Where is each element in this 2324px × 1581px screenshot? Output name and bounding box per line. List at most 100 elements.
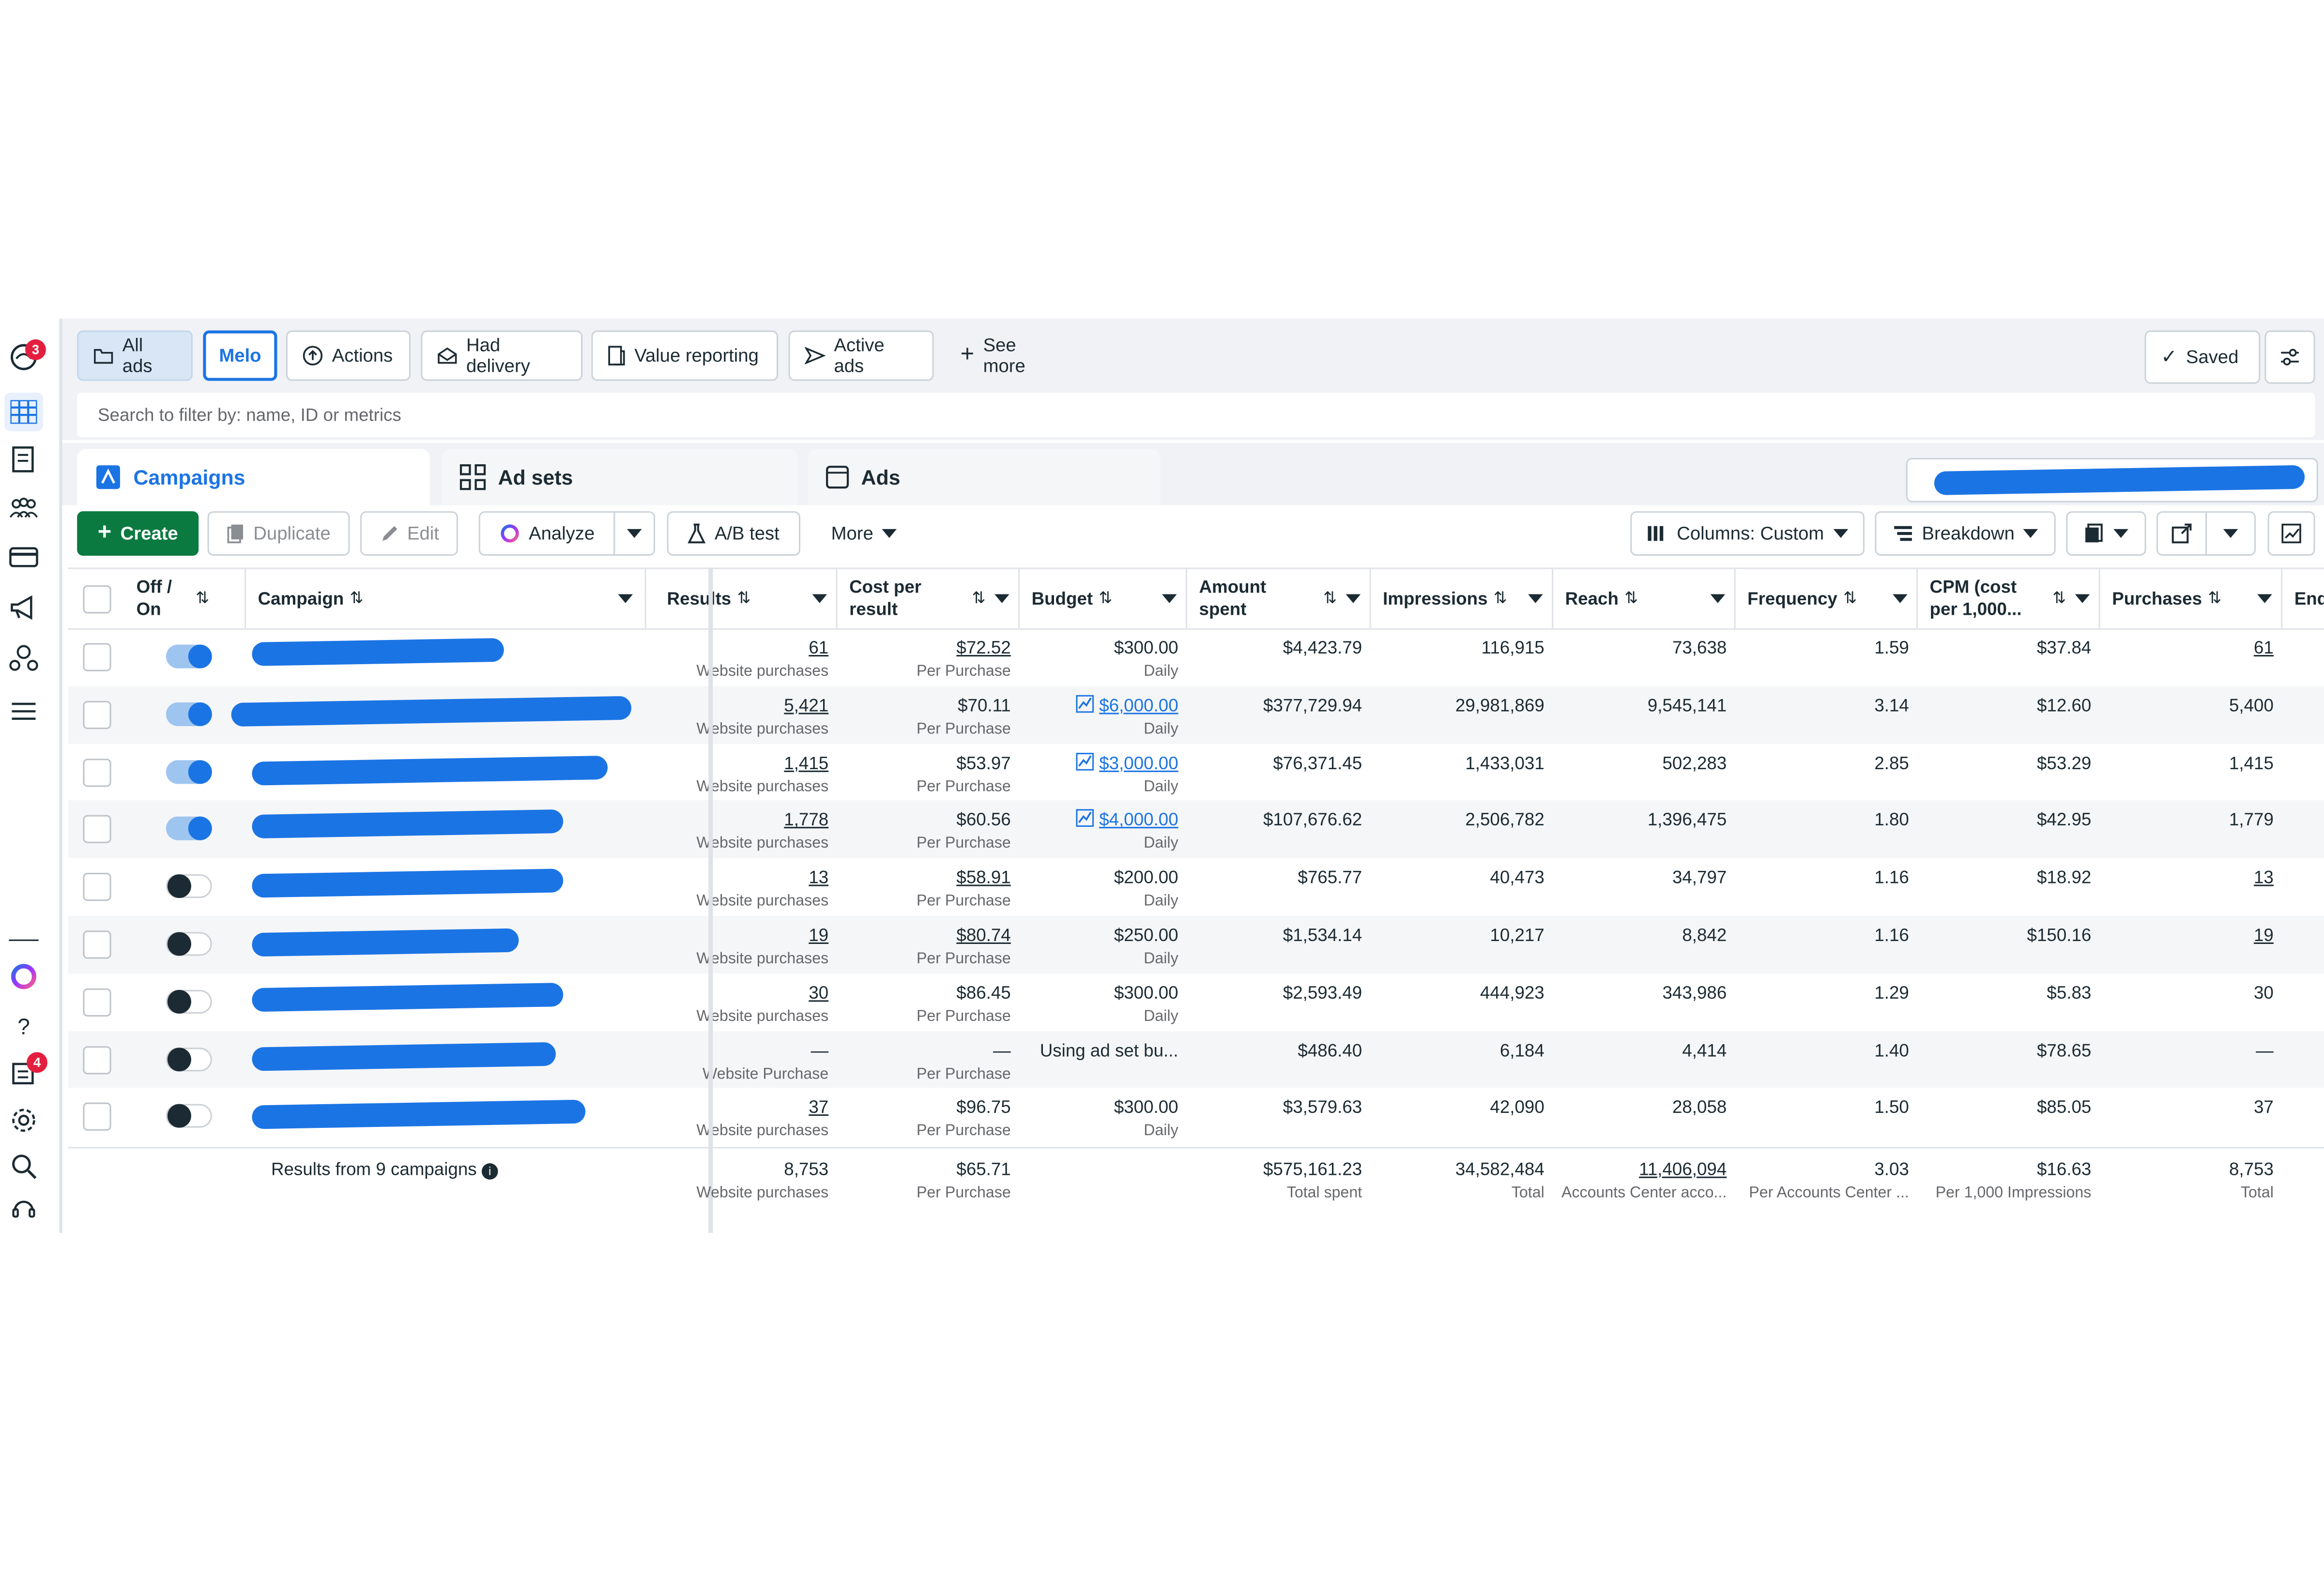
meta-ai-icon[interactable]	[7, 960, 40, 993]
campaign-toggle[interactable]	[166, 702, 212, 726]
menu-icon[interactable]	[7, 695, 40, 728]
help-icon[interactable]: ?	[17, 1014, 30, 1040]
chevron-down-icon[interactable]	[1345, 594, 1361, 603]
total-reach[interactable]: 11,406,094	[1639, 1158, 1727, 1180]
row-checkbox[interactable]	[83, 643, 111, 671]
analyze-button[interactable]: Analyze	[478, 511, 615, 556]
results-value[interactable]: 1,415	[784, 752, 829, 773]
sort-icon[interactable]: ⇅	[972, 589, 986, 607]
table-row[interactable]: 37 Website purchases $96.75 Per Purchase $30…	[68, 1088, 2324, 1146]
export-dropdown-button[interactable]	[2205, 511, 2256, 556]
sort-icon[interactable]: ⇅	[1099, 589, 1113, 607]
results-value[interactable]: 37	[809, 1097, 829, 1118]
results-value[interactable]: 61	[809, 637, 829, 658]
column-header-purchases[interactable]: Purchases ⇅	[2100, 569, 2283, 628]
table-row[interactable]: — Website Purchase — Per Purchase Using ad s…	[68, 1031, 2324, 1089]
campaign-toggle[interactable]	[166, 644, 212, 669]
create-button[interactable]: + Create	[77, 511, 199, 556]
column-header-campaign[interactable]: Campaign ⇅	[246, 569, 646, 628]
events-manager-icon[interactable]	[7, 641, 40, 674]
sort-icon[interactable]: ⇅	[1624, 589, 1638, 607]
sort-icon[interactable]: ⇅	[1493, 589, 1508, 607]
saved-button[interactable]: ✓ Saved	[2144, 330, 2261, 384]
audiences-icon[interactable]	[7, 492, 40, 524]
select-all-checkbox[interactable]	[83, 585, 111, 614]
table-row[interactable]: 5,421 Website purchases $70.11 Per Purchase…	[68, 685, 2324, 744]
chevron-down-icon[interactable]	[1528, 594, 1543, 603]
filter-value-reporting[interactable]: Value reporting	[591, 330, 779, 381]
sort-icon[interactable]: ⇅	[1323, 589, 1337, 607]
duplicate-button[interactable]: Duplicate	[207, 511, 350, 556]
column-header-frequency[interactable]: Frequency ⇅	[1736, 569, 1918, 628]
date-range-picker[interactable]	[1906, 457, 2318, 502]
filter-had-delivery[interactable]: Had delivery	[421, 330, 583, 381]
table-row[interactable]: 13 Website purchases $58.91 Per Purchase $20…	[68, 858, 2324, 916]
row-checkbox[interactable]	[83, 815, 111, 844]
table-row[interactable]: 1,778 Website purchases $60.56 Per Purchase…	[68, 801, 2324, 859]
export-button[interactable]	[2156, 511, 2207, 556]
chevron-down-icon[interactable]	[2257, 594, 2272, 603]
table-row[interactable]: 1,415 Website purchases $53.97 Per Purchase…	[68, 743, 2324, 801]
sort-icon[interactable]: ⇅	[196, 589, 210, 607]
row-checkbox[interactable]	[83, 988, 111, 1017]
chevron-down-icon[interactable]	[1893, 594, 1908, 603]
campaign-toggle[interactable]	[166, 1104, 212, 1128]
analyze-dropdown-button[interactable]	[613, 511, 656, 556]
sort-icon[interactable]: ⇅	[350, 589, 364, 607]
billing-card-icon[interactable]	[7, 541, 40, 573]
tab-ads[interactable]: Ads	[808, 449, 1161, 505]
megaphone-icon[interactable]	[7, 591, 40, 623]
column-header-impressions[interactable]: Impressions ⇅	[1371, 569, 1554, 628]
row-checkbox[interactable]	[83, 700, 111, 729]
pages-icon[interactable]	[7, 443, 40, 475]
results-value[interactable]: 30	[809, 982, 829, 1003]
tab-campaigns[interactable]: Campaigns	[77, 449, 430, 505]
more-button[interactable]: More	[815, 511, 913, 556]
column-header-amount-spent[interactable]: Amount spent ⇅	[1187, 569, 1371, 628]
budget-value[interactable]: $3,000.00	[1099, 752, 1178, 773]
pages-notifications-icon[interactable]	[7, 1057, 40, 1089]
cost-per-result-value[interactable]: $58.91	[956, 867, 1011, 888]
filter-melo[interactable]: Melo	[203, 330, 277, 381]
budget-value[interactable]: $4,000.00	[1099, 809, 1178, 831]
ab-test-button[interactable]: A/B test	[667, 511, 801, 556]
column-header-results[interactable]: Results ⇅	[655, 569, 838, 628]
row-checkbox[interactable]	[83, 1045, 111, 1074]
purchases-value[interactable]: 61	[2253, 637, 2274, 658]
table-row[interactable]: 19 Website purchases $80.74 Per Purchase $25…	[68, 915, 2324, 973]
purchases-value[interactable]: 19	[2253, 925, 2274, 946]
table-row[interactable]: 61 Website purchases $72.52 Per Purchase $30…	[68, 628, 2324, 686]
cost-per-result-value[interactable]: $72.52	[956, 637, 1011, 658]
column-header-cost-per-result[interactable]: Cost per result ⇅	[838, 569, 1020, 628]
chevron-down-icon[interactable]	[1710, 594, 1726, 603]
campaign-toggle[interactable]	[166, 989, 212, 1014]
campaign-toggle[interactable]	[166, 874, 212, 898]
row-checkbox[interactable]	[83, 873, 111, 901]
column-header-budget[interactable]: Budget ⇅	[1020, 569, 1188, 628]
row-checkbox[interactable]	[83, 1103, 111, 1131]
see-more-button[interactable]: + See more	[946, 331, 1073, 381]
support-headset-icon[interactable]	[7, 1193, 40, 1225]
sort-icon[interactable]: ⇅	[2052, 589, 2066, 607]
chevron-down-icon[interactable]	[812, 594, 827, 603]
filter-actions[interactable]: Actions	[286, 330, 411, 381]
chevron-down-icon[interactable]	[1162, 594, 1177, 603]
charts-button[interactable]	[2267, 511, 2315, 556]
search-input[interactable]: Search to filter by: name, ID or metrics	[77, 393, 2315, 438]
campaign-toggle[interactable]	[166, 932, 212, 956]
budget-value[interactable]: $6,000.00	[1099, 695, 1178, 715]
reports-button[interactable]	[2066, 511, 2146, 556]
results-value[interactable]: 1,778	[784, 809, 829, 831]
results-value[interactable]: 5,421	[784, 695, 829, 715]
columns-button[interactable]: Columns: Custom	[1630, 511, 1865, 556]
edit-button[interactable]: Edit	[360, 511, 458, 556]
cost-per-result-value[interactable]: $80.74	[956, 925, 1011, 946]
sort-icon[interactable]: ⇅	[737, 589, 751, 607]
filter-all-ads[interactable]: All ads	[77, 330, 193, 381]
filter-settings-button[interactable]	[2264, 330, 2315, 384]
row-checkbox[interactable]	[83, 758, 111, 787]
column-header-off-on[interactable]: Off / On ⇅	[124, 569, 246, 628]
search-icon[interactable]	[7, 1150, 40, 1182]
results-value[interactable]: 19	[809, 925, 829, 946]
info-icon[interactable]: i	[481, 1163, 498, 1180]
